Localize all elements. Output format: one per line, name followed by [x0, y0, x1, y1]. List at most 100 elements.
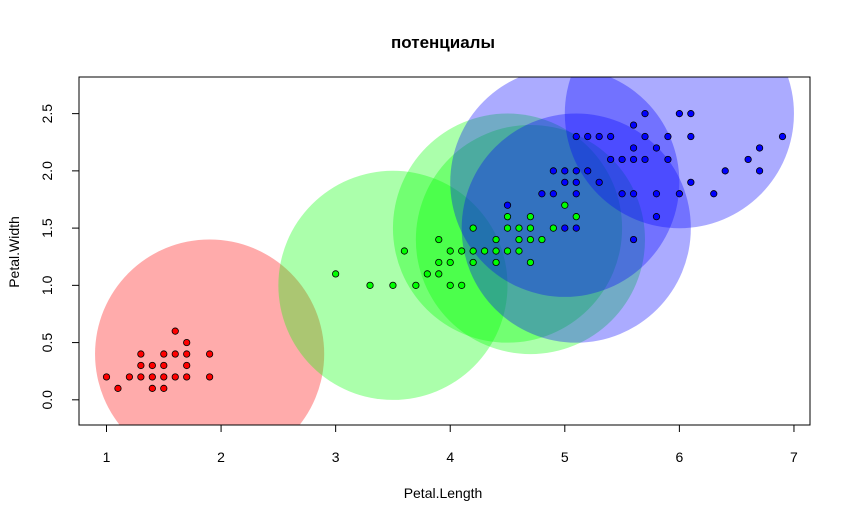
data-point: [400, 247, 408, 255]
y-tick-label: 2.0: [39, 161, 55, 181]
potentials-layer: [95, 77, 794, 425]
data-point: [148, 361, 156, 370]
data-point: [458, 281, 466, 289]
data-point: [183, 350, 191, 358]
y-axis-label: Petal.Width: [6, 216, 22, 288]
data-point: [183, 373, 191, 381]
data-point: [595, 178, 603, 186]
data-point: [492, 247, 500, 255]
data-point: [629, 121, 638, 129]
data-point: [137, 361, 145, 370]
data-point: [572, 167, 580, 175]
data-point: [526, 258, 535, 267]
data-point: [652, 213, 661, 221]
data-point: [526, 235, 535, 244]
data-point: [572, 132, 580, 141]
x-tick-label: 2: [217, 449, 225, 465]
data-point: [366, 281, 374, 289]
data-point: [503, 201, 512, 209]
data-point: [171, 350, 179, 358]
x-tick-label: 5: [561, 449, 569, 465]
data-point: [595, 132, 603, 141]
y-axis: 0.0 0.5 1.0 1.5 2.0 2.5: [39, 104, 80, 410]
data-point: [744, 155, 752, 164]
data-point: [710, 190, 718, 198]
data-point: [458, 247, 466, 255]
data-point: [778, 132, 787, 141]
data-point: [160, 384, 168, 392]
data-point: [607, 132, 615, 141]
y-tick-label: 0.0: [39, 390, 55, 410]
data-point: [171, 327, 179, 335]
data-point: [652, 190, 661, 198]
data-point: [607, 155, 615, 164]
data-point: [183, 361, 191, 370]
x-axis: 1 2 3 4 5 6 7: [103, 424, 798, 465]
y-tick-label: 1.5: [39, 218, 55, 238]
data-point: [171, 373, 179, 381]
data-point: [664, 132, 672, 141]
data-point: [102, 373, 111, 381]
x-axis-label: Petal.Length: [404, 485, 483, 501]
data-point: [641, 132, 649, 141]
data-point: [549, 167, 557, 175]
data-point: [435, 235, 443, 244]
data-point: [572, 213, 580, 221]
data-point: [206, 350, 214, 358]
data-point: [549, 190, 557, 198]
points-layer: [102, 110, 787, 392]
data-point: [526, 213, 535, 221]
data-point: [481, 247, 489, 255]
data-point: [148, 384, 156, 392]
data-point: [675, 190, 683, 198]
data-point: [664, 155, 672, 164]
data-point: [492, 235, 500, 244]
data-point: [412, 281, 420, 289]
data-point: [435, 258, 443, 267]
data-point: [183, 338, 191, 347]
data-point: [561, 224, 569, 232]
data-point: [515, 224, 523, 232]
data-point: [469, 258, 477, 267]
data-point: [503, 213, 512, 221]
x-tick-label: 3: [332, 449, 340, 465]
data-point: [160, 373, 168, 381]
data-point: [755, 167, 764, 175]
data-point: [526, 224, 535, 232]
y-tick-label: 1.0: [39, 275, 55, 295]
data-point: [492, 258, 500, 267]
data-point: [446, 281, 454, 289]
data-point: [137, 350, 145, 358]
data-point: [629, 144, 638, 152]
data-point: [423, 270, 431, 278]
data-point: [503, 247, 512, 255]
data-point: [114, 384, 122, 392]
data-point: [160, 350, 168, 358]
data-point: [572, 224, 580, 232]
data-point: [538, 235, 546, 244]
data-point: [469, 224, 477, 232]
data-point: [538, 190, 546, 198]
data-point: [503, 224, 512, 232]
data-point: [687, 178, 695, 186]
data-point: [721, 167, 729, 175]
data-point: [629, 155, 638, 164]
data-point: [687, 132, 695, 141]
data-point: [629, 190, 638, 198]
data-point: [687, 110, 695, 118]
data-point: [584, 132, 592, 141]
data-point: [515, 235, 523, 244]
data-point: [629, 235, 638, 244]
data-point: [469, 247, 477, 255]
chart-title: потенциалы: [391, 33, 495, 52]
x-tick-label: 1: [103, 449, 111, 465]
data-point: [584, 167, 592, 175]
data-point: [675, 110, 683, 118]
data-point: [446, 258, 454, 267]
data-point: [641, 110, 649, 118]
data-point: [446, 247, 454, 255]
data-point: [572, 178, 580, 186]
data-point: [652, 144, 661, 152]
data-point: [618, 155, 626, 164]
